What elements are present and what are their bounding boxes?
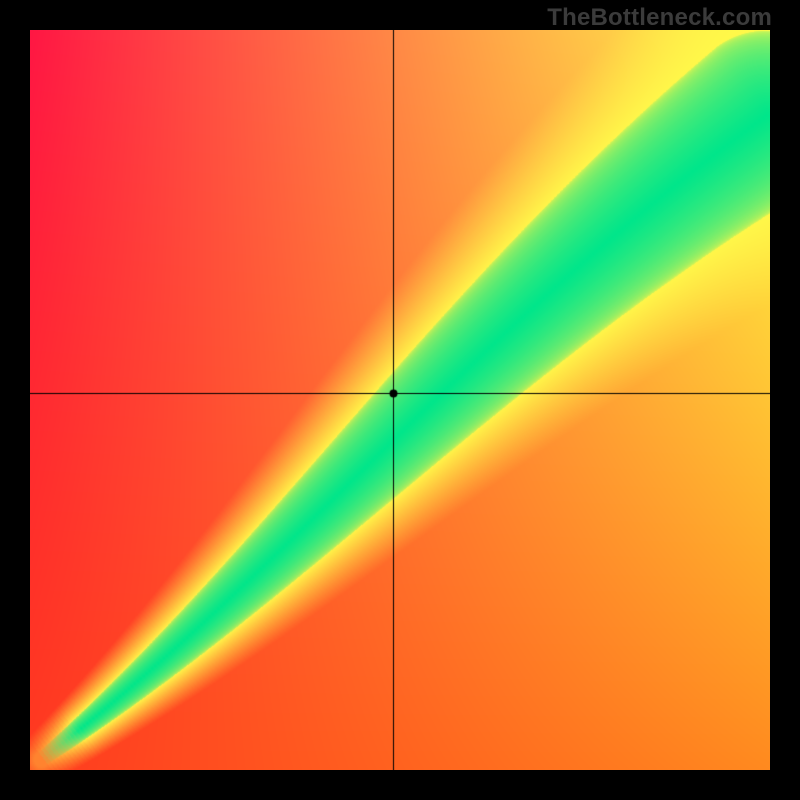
bottleneck-heatmap xyxy=(30,30,770,770)
watermark-text: TheBottleneck.com xyxy=(547,4,772,32)
chart-frame: TheBottleneck.com xyxy=(0,0,800,800)
